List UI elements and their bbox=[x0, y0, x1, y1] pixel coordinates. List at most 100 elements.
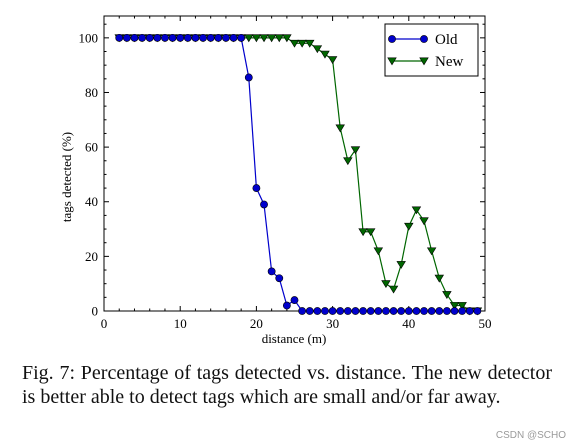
data-point-old bbox=[168, 33, 177, 42]
data-point-old bbox=[183, 33, 192, 42]
series-line-new bbox=[119, 37, 478, 312]
plot-frame bbox=[103, 15, 486, 312]
data-point-old bbox=[229, 33, 238, 42]
x-tick-label: 50 bbox=[479, 316, 492, 331]
data-point-old bbox=[435, 307, 444, 315]
data-point-old bbox=[199, 33, 207, 42]
data-point-new bbox=[259, 34, 269, 43]
data-point-new bbox=[289, 39, 300, 48]
x-tick-label: 30 bbox=[326, 316, 339, 331]
y-tick-label: 0 bbox=[92, 304, 99, 319]
data-point-old bbox=[305, 307, 314, 315]
data-point-new bbox=[251, 34, 262, 43]
data-point-old bbox=[366, 307, 375, 315]
data-point-old bbox=[206, 33, 215, 42]
data-point-old bbox=[130, 33, 139, 42]
data-point-old bbox=[191, 33, 200, 42]
data-point-old bbox=[404, 307, 413, 315]
data-point-old bbox=[252, 184, 261, 192]
data-point-old bbox=[145, 33, 154, 42]
x-tick-label: 20 bbox=[250, 316, 263, 331]
series-new bbox=[114, 34, 483, 316]
legend: Old New bbox=[384, 23, 479, 77]
legend-marker-old bbox=[420, 35, 428, 43]
legend-marker-new bbox=[419, 57, 429, 66]
data-point-old bbox=[176, 33, 185, 42]
data-point-new bbox=[282, 34, 292, 43]
data-point-new bbox=[404, 222, 414, 231]
data-point-new bbox=[434, 274, 445, 283]
data-point-old bbox=[298, 307, 307, 315]
y-tick-label: 40 bbox=[85, 194, 98, 209]
data-point-old bbox=[420, 307, 428, 315]
data-point-old bbox=[321, 307, 329, 315]
data-point-old bbox=[161, 33, 169, 42]
data-point-old bbox=[374, 307, 383, 315]
data-point-new bbox=[343, 157, 353, 166]
data-point-new bbox=[426, 247, 437, 256]
data-point-new bbox=[457, 302, 467, 310]
data-point-old bbox=[351, 307, 360, 315]
data-point-new bbox=[320, 50, 330, 59]
legend-label-new: New bbox=[435, 54, 463, 70]
watermark: CSDN @SCHO bbox=[495, 430, 566, 441]
figure-caption: Fig. 7: Percentage of tags detected vs. … bbox=[22, 362, 552, 408]
data-point-old bbox=[260, 200, 268, 209]
x-tick-label: 10 bbox=[174, 316, 187, 331]
data-point-new bbox=[419, 217, 429, 226]
data-point-old bbox=[328, 307, 337, 315]
data-point-old bbox=[442, 307, 451, 315]
data-point-new bbox=[365, 228, 376, 237]
data-point-new bbox=[381, 280, 391, 289]
data-point-old bbox=[397, 307, 406, 315]
data-point-old bbox=[427, 307, 436, 315]
y-tick-label: 60 bbox=[85, 140, 98, 155]
data-point-new bbox=[411, 206, 422, 215]
line-chart: 0 10 20 30 40 50 0 20 40 60 80 100 tags detected (%… bbox=[59, 15, 492, 346]
data-point-old bbox=[389, 307, 398, 315]
data-point-old bbox=[214, 33, 223, 42]
x-tick-label: 0 bbox=[101, 316, 108, 331]
data-point-new bbox=[305, 39, 315, 48]
data-point-new bbox=[358, 228, 368, 237]
data-point-new bbox=[335, 124, 345, 133]
data-point-new bbox=[373, 247, 384, 256]
data-point-old bbox=[458, 307, 467, 315]
legend-label-old: Old bbox=[435, 32, 458, 48]
legend-box bbox=[384, 23, 479, 77]
x-axis-label: distance (m) bbox=[262, 331, 327, 346]
legend-marker-old bbox=[388, 35, 396, 43]
y-axis-label: tags detected (%) bbox=[59, 132, 74, 222]
data-point-old bbox=[244, 73, 253, 82]
data-point-new bbox=[350, 146, 361, 155]
data-point-old bbox=[237, 33, 246, 42]
data-point-old bbox=[412, 307, 421, 315]
series-line-old bbox=[119, 37, 478, 312]
data-point-old bbox=[336, 307, 345, 315]
data-point-old bbox=[343, 307, 352, 315]
y-tick-label: 80 bbox=[85, 85, 98, 100]
data-point-old bbox=[267, 267, 276, 276]
data-point-new bbox=[274, 34, 284, 43]
data-point-new bbox=[449, 302, 460, 310]
y-tick-label: 20 bbox=[85, 249, 98, 264]
data-point-new bbox=[312, 45, 323, 54]
data-point-old bbox=[282, 301, 291, 310]
legend-marker-new bbox=[387, 57, 397, 66]
data-point-new bbox=[266, 34, 277, 43]
data-point-old bbox=[138, 33, 146, 42]
data-point-old bbox=[359, 307, 367, 315]
data-point-old bbox=[473, 307, 482, 315]
data-point-old bbox=[153, 33, 162, 42]
series-old bbox=[115, 33, 482, 315]
x-tick-label: 40 bbox=[402, 316, 415, 331]
data-point-new bbox=[244, 34, 254, 43]
y-tick-label: 100 bbox=[79, 30, 99, 45]
plot-area: 0 10 20 30 40 50 0 20 40 60 80 100 bbox=[79, 15, 492, 331]
data-point-new bbox=[297, 39, 307, 48]
data-point-old bbox=[290, 296, 299, 304]
data-point-new bbox=[327, 56, 338, 65]
data-point-old bbox=[115, 33, 124, 42]
data-point-old bbox=[122, 33, 131, 42]
data-point-old bbox=[275, 274, 284, 283]
